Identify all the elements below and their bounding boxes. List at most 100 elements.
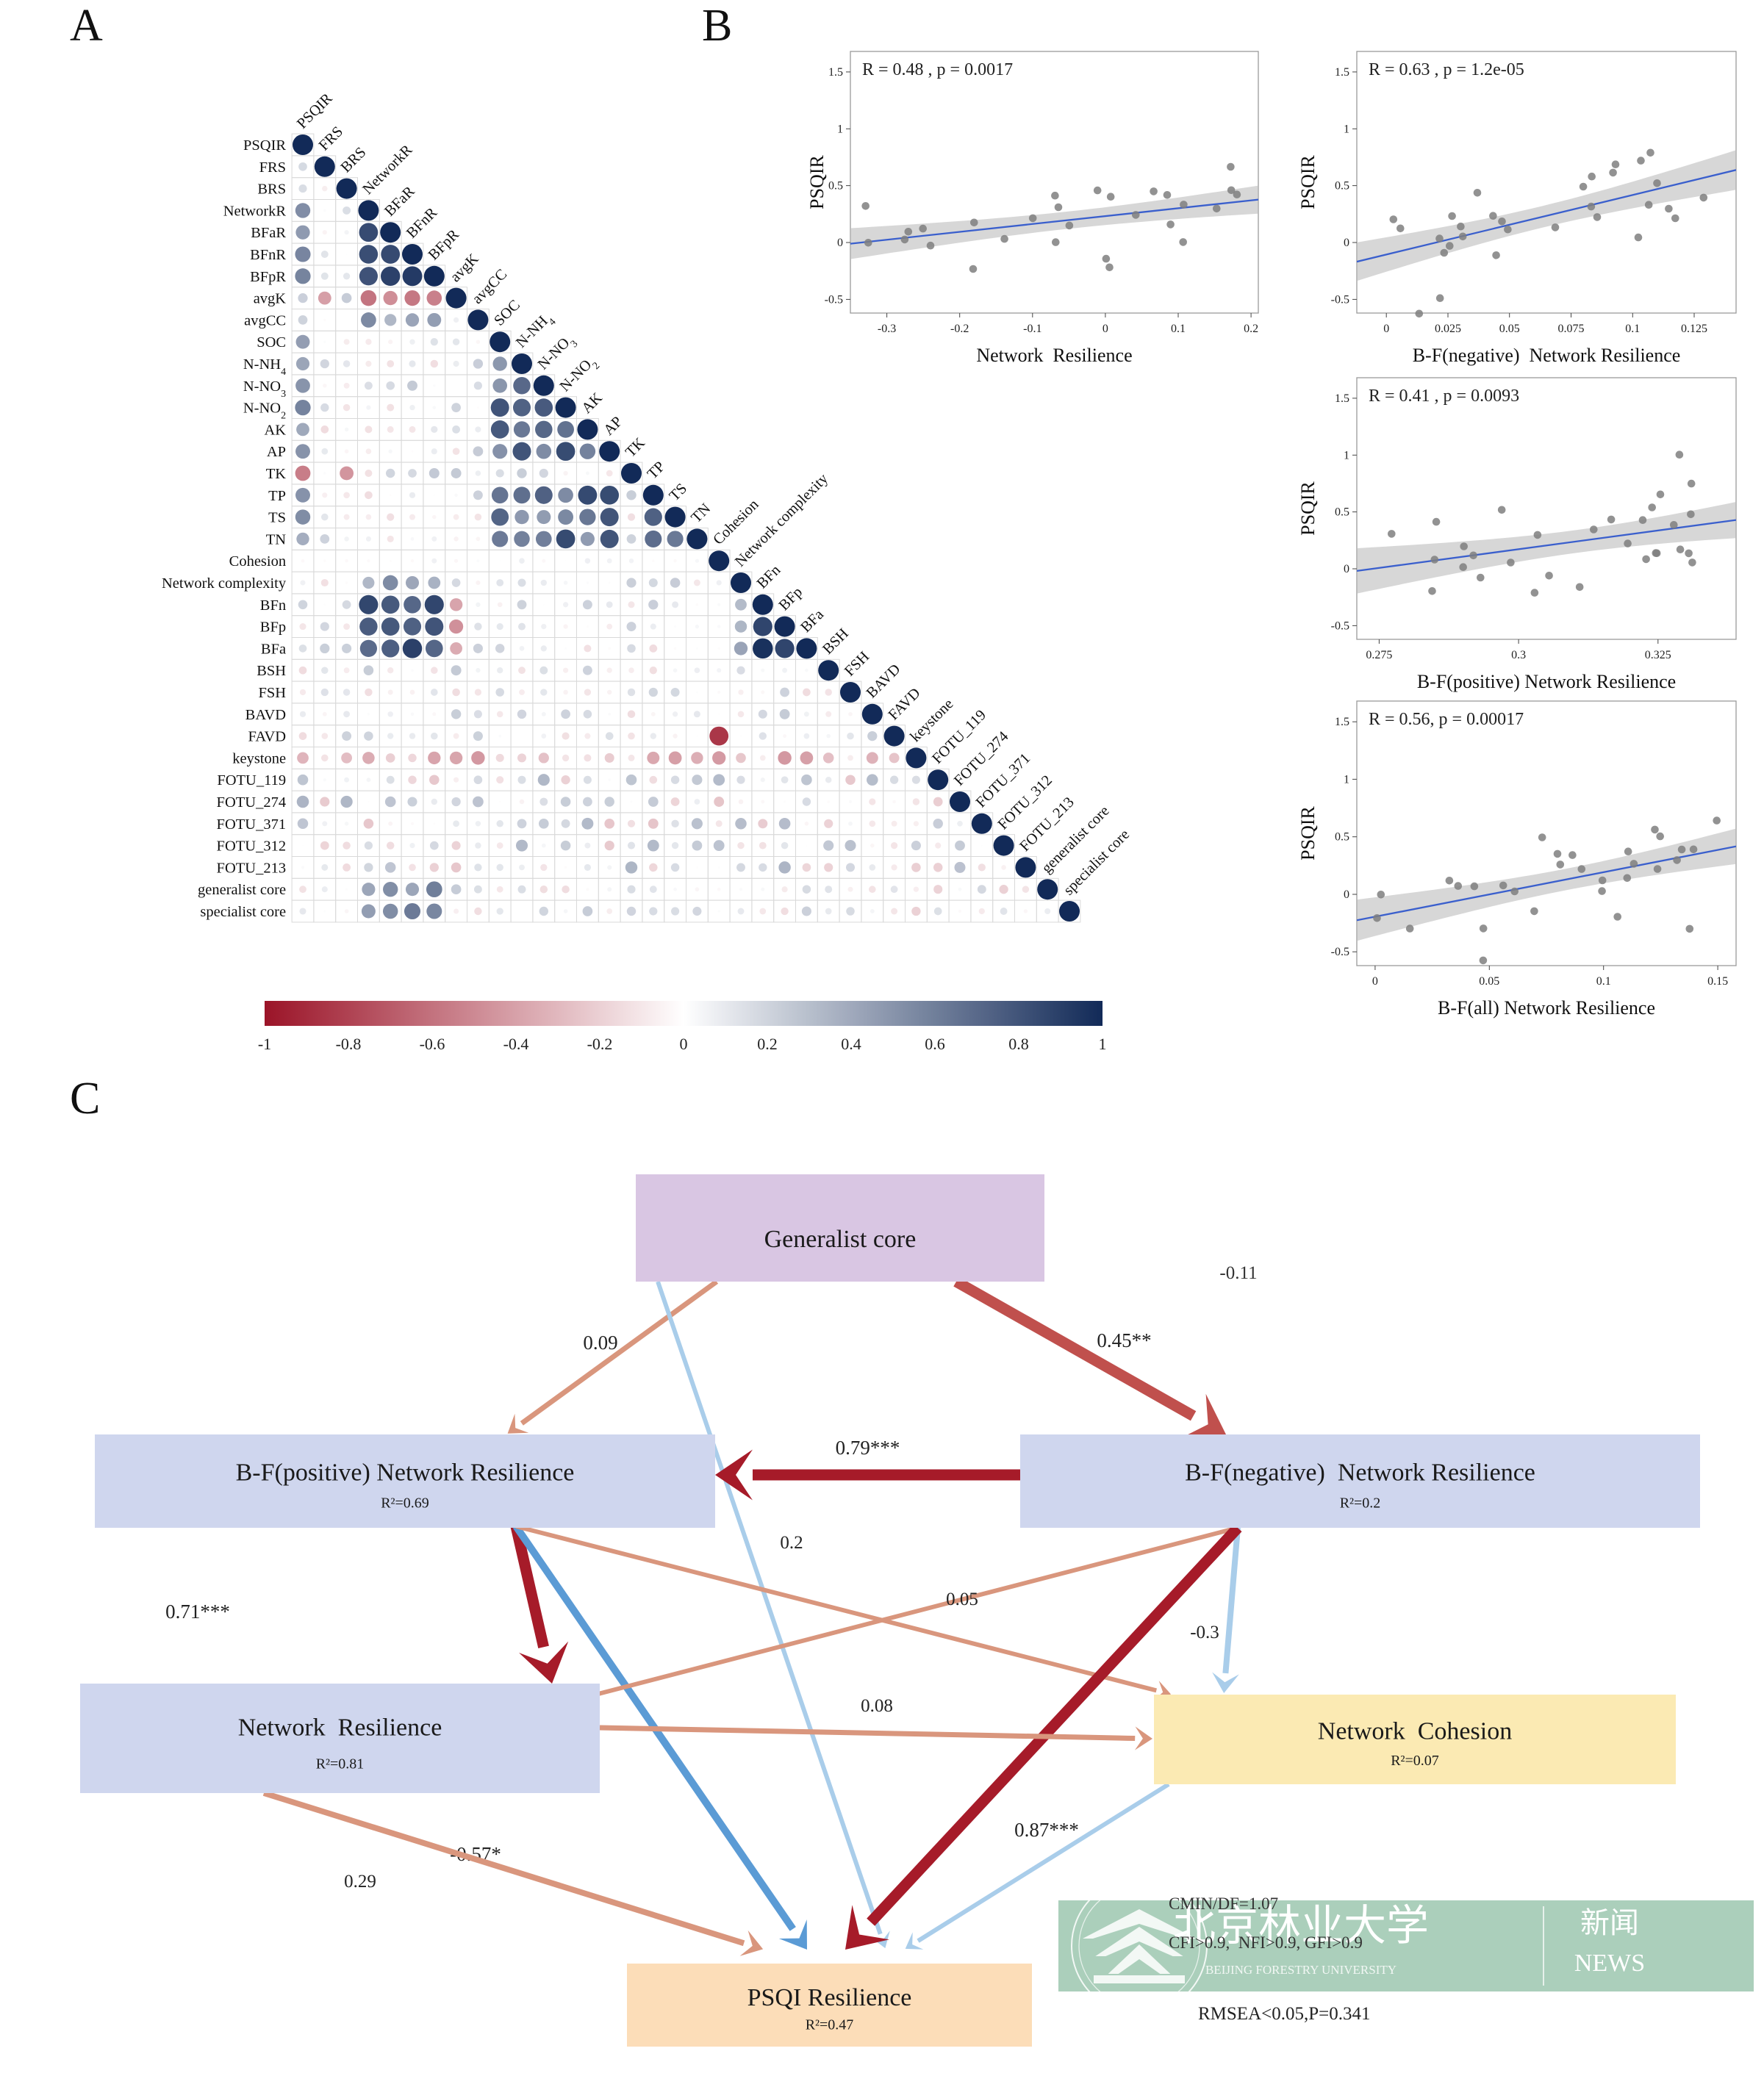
svg-text:Network complexity: Network complexity [162,575,287,592]
svg-text:BFp: BFp [260,619,286,636]
svg-text:0: 0 [837,237,843,249]
svg-text:PSQIR: PSQIR [1297,154,1319,209]
svg-text:-0.5: -0.5 [1331,293,1349,306]
svg-text:PSQI Resilience: PSQI Resilience [747,1984,912,2011]
svg-text:BRS: BRS [338,144,370,176]
svg-text:N-NO3: N-NO3 [243,378,286,400]
svg-text:-0.5: -0.5 [1331,619,1349,632]
svg-text:SOC: SOC [257,334,286,351]
svg-text:B-F(negative) Network Resilie: B-F(negative) Network Resilience [1413,345,1681,366]
svg-text:1.5: 1.5 [1335,66,1349,79]
svg-text:0.5: 0.5 [1335,506,1349,519]
svg-text:0.79***: 0.79*** [836,1437,900,1459]
svg-text:-0.11: -0.11 [1219,1263,1257,1283]
svg-text:avgK: avgK [254,291,287,307]
svg-text:0.6: 0.6 [925,1035,945,1053]
svg-text:-0.5: -0.5 [1331,946,1349,958]
svg-text:AP: AP [267,444,286,460]
svg-text:generalist core: generalist core [198,882,286,898]
svg-text:0.125: 0.125 [1681,323,1707,335]
svg-text:FOTU_312: FOTU_312 [217,838,287,855]
svg-text:B-F(positive) Network Resilien: B-F(positive) Network Resilience [236,1459,575,1486]
svg-text:0.29: 0.29 [344,1872,376,1892]
svg-text:R²=0.47: R²=0.47 [806,2016,854,2033]
svg-text:1.5: 1.5 [1335,716,1349,728]
svg-text:1: 1 [1344,123,1349,135]
svg-text:avgCC: avgCC [469,266,510,307]
svg-text:BAVD: BAVD [245,707,286,723]
svg-text:TP: TP [645,459,668,482]
svg-text:0: 0 [1344,563,1349,575]
svg-text:NetworkR: NetworkR [223,203,287,219]
svg-text:0.1: 0.1 [1625,323,1640,335]
svg-text:0: 0 [1344,888,1349,901]
svg-text:0.1: 0.1 [1171,323,1186,335]
svg-text:0.15: 0.15 [1707,975,1728,988]
svg-text:TP: TP [268,488,286,504]
svg-text:0.025: 0.025 [1435,323,1461,335]
svg-text:FOTU_213: FOTU_213 [217,860,287,876]
svg-text:keystone: keystone [232,750,286,766]
svg-text:新闻: 新闻 [1580,1906,1639,1939]
svg-text:FRS: FRS [316,123,346,154]
svg-text:-1: -1 [258,1035,271,1053]
svg-text:BRS: BRS [257,182,286,198]
svg-text:AP: AP [600,414,625,439]
svg-text:FSH: FSH [258,685,286,701]
svg-text:Cohesion: Cohesion [229,553,286,570]
svg-text:R = 0.56, p = 0.00017: R = 0.56, p = 0.00017 [1369,710,1524,729]
svg-text:avgK: avgK [448,251,482,285]
svg-text:R²=0.2: R²=0.2 [1340,1495,1381,1511]
svg-text:R²=0.69: R²=0.69 [381,1495,429,1511]
svg-text:-0.8: -0.8 [336,1035,362,1053]
svg-text:TS: TS [268,510,286,526]
svg-text:R = 0.41 , p = 0.0093: R = 0.41 , p = 0.0093 [1369,387,1519,406]
svg-text:BFnR: BFnR [404,204,440,241]
svg-text:1: 1 [837,123,843,135]
svg-text:1: 1 [1344,773,1349,786]
svg-text:-0.3: -0.3 [1190,1623,1219,1642]
svg-text:0.05: 0.05 [946,1590,978,1609]
svg-text:BFaR: BFaR [381,183,418,220]
svg-text:1.5: 1.5 [828,66,843,79]
svg-text:avgCC: avgCC [244,312,286,328]
svg-text:FOTU_371: FOTU_371 [217,816,287,833]
svg-text:BFpR: BFpR [250,269,286,285]
svg-text:-0.2: -0.2 [950,323,969,335]
svg-text:AK: AK [578,389,606,417]
svg-text:BFa: BFa [261,641,286,657]
svg-text:FRS: FRS [259,159,286,176]
svg-text:CFI>0.9, NFI>0.9, GFI>0.9: CFI>0.9, NFI>0.9, GFI>0.9 [1169,1933,1363,1952]
svg-text:0.5: 0.5 [828,180,843,193]
svg-text:FOTU_274: FOTU_274 [217,794,287,811]
svg-text:B-F(positive) Network Resilien: B-F(positive) Network Resilience [1417,671,1676,692]
svg-text:BFn: BFn [260,597,286,614]
svg-text:-0.2: -0.2 [587,1035,613,1053]
svg-text:0.05: 0.05 [1499,323,1520,335]
svg-text:SOC: SOC [491,297,523,329]
svg-text:0.2: 0.2 [757,1035,778,1053]
svg-text:0.8: 0.8 [1008,1035,1029,1053]
svg-text:0: 0 [680,1035,688,1053]
svg-text:FAVD: FAVD [248,729,286,745]
svg-text:0.08: 0.08 [861,1696,893,1716]
svg-text:BEIJING FORESTRY UNIVERSITY: BEIJING FORESTRY UNIVERSITY [1205,1963,1396,1977]
svg-text:R = 0.63 , p = 1.2e-05: R = 0.63 , p = 1.2e-05 [1369,60,1524,79]
svg-text:PSQIR: PSQIR [806,154,828,209]
svg-text:-0.1: -0.1 [1023,323,1041,335]
svg-text:0.4: 0.4 [841,1035,861,1053]
svg-text:-0.6: -0.6 [420,1035,445,1053]
svg-text:PSQIR: PSQIR [294,90,336,132]
svg-text:TN: TN [266,531,287,547]
svg-text:Network Cohesion: Network Cohesion [1318,1717,1512,1745]
svg-text:-0.3: -0.3 [878,323,896,335]
svg-text:TK: TK [623,435,648,461]
svg-text:BFpR: BFpR [426,226,462,263]
svg-text:0.5: 0.5 [1335,180,1349,193]
svg-text:0.45**: 0.45** [1097,1329,1151,1351]
svg-text:BFnR: BFnR [250,247,286,263]
svg-text:R²=0.07: R²=0.07 [1391,1753,1439,1769]
svg-text:0: 0 [1102,323,1108,335]
svg-text:0.3: 0.3 [1511,649,1526,661]
svg-text:R²=0.81: R²=0.81 [316,1756,365,1772]
